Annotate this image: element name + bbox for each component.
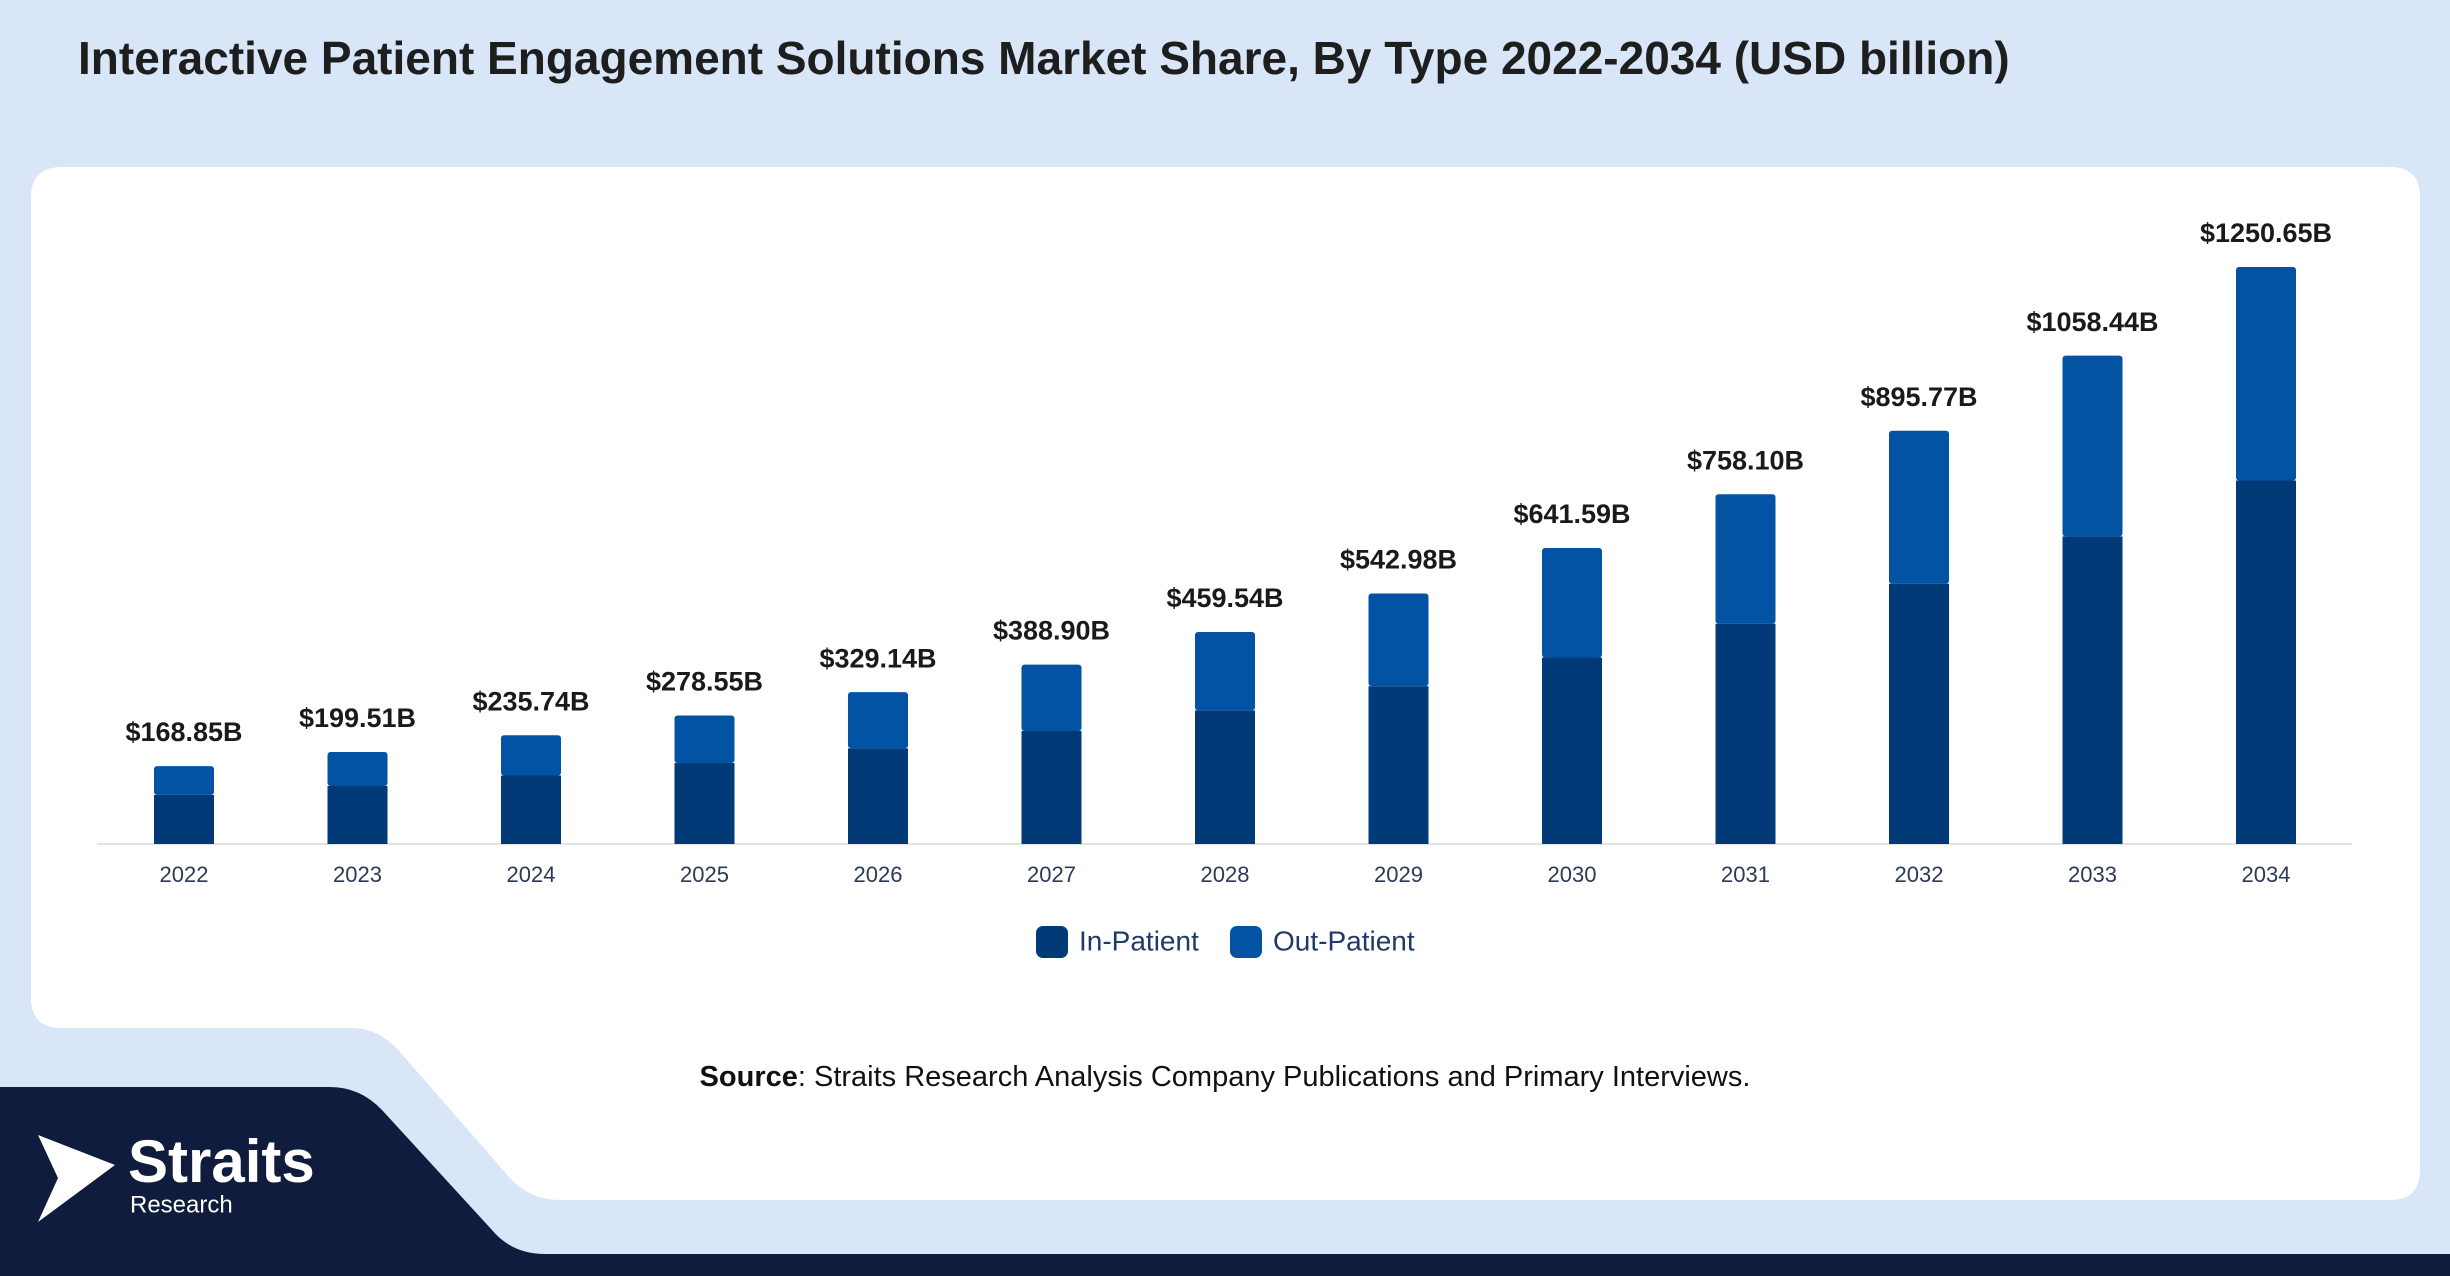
total-label: $758.10B xyxy=(1687,445,1804,475)
total-label: $388.90B xyxy=(993,616,1110,646)
bar-segment xyxy=(154,766,214,795)
bar-segment xyxy=(1021,730,1082,844)
bar-segment xyxy=(674,763,735,844)
bar-segment xyxy=(2236,267,2296,481)
x-tick-label: 2031 xyxy=(1721,862,1770,887)
source-text: : Straits Research Analysis Company Publ… xyxy=(798,1061,1751,1093)
bar-segment xyxy=(1889,583,1949,844)
x-tick-label: 2028 xyxy=(1201,862,1250,887)
bar-segment xyxy=(2236,480,2296,844)
total-label: $1058.44B xyxy=(2026,307,2158,337)
source-label: Source xyxy=(700,1061,798,1093)
bar-segment xyxy=(1542,657,1602,844)
total-label: $278.55B xyxy=(646,667,763,697)
logo-sub: Research xyxy=(130,1191,233,1218)
bar-segment xyxy=(1715,623,1776,844)
bar-segment xyxy=(2062,536,2123,844)
bar-segment xyxy=(154,794,214,844)
bar-segment xyxy=(1195,631,1255,711)
total-label: $199.51B xyxy=(299,703,416,733)
total-label: $542.98B xyxy=(1340,545,1457,575)
legend-swatch xyxy=(1036,926,1068,958)
bar-segment xyxy=(501,775,561,844)
bar-segment xyxy=(848,692,908,749)
x-tick-label: 2022 xyxy=(160,862,209,887)
footer-band xyxy=(0,1087,2450,1276)
total-label: $459.54B xyxy=(1166,583,1283,613)
bar-segment xyxy=(501,735,561,776)
bar-segment xyxy=(1368,593,1429,687)
total-label: $235.74B xyxy=(472,686,589,716)
bar-segment xyxy=(327,751,388,787)
x-tick-label: 2029 xyxy=(1374,862,1423,887)
total-label: $1250.65B xyxy=(2200,218,2332,248)
bar-segment xyxy=(1542,547,1602,658)
x-tick-label: 2026 xyxy=(854,862,903,887)
bar-segment xyxy=(1368,686,1429,844)
bar-segment xyxy=(1715,494,1776,624)
x-tick-label: 2032 xyxy=(1895,862,1944,887)
total-label: $168.85B xyxy=(125,717,242,747)
legend-label: Out-Patient xyxy=(1273,925,1415,956)
total-label: $895.77B xyxy=(1860,382,1977,412)
bar-segment xyxy=(1195,710,1255,844)
bar-segment xyxy=(674,715,735,764)
x-tick-label: 2023 xyxy=(333,862,382,887)
legend-swatch xyxy=(1230,926,1262,958)
total-label: $641.59B xyxy=(1513,499,1630,529)
x-tick-label: 2025 xyxy=(680,862,729,887)
logo-name: Straits xyxy=(128,1128,315,1195)
bar-segment xyxy=(327,786,388,844)
bar-segment xyxy=(1889,430,1949,584)
x-tick-label: 2030 xyxy=(1548,862,1597,887)
bar-segment xyxy=(1021,664,1082,731)
logo-mark xyxy=(38,1135,115,1222)
total-label: $329.14B xyxy=(819,643,936,673)
legend-label: In-Patient xyxy=(1079,925,1199,956)
chart-title: Interactive Patient Engagement Solutions… xyxy=(78,32,2010,84)
bar-segment xyxy=(2062,355,2123,537)
x-tick-label: 2027 xyxy=(1027,862,1076,887)
bar-segment xyxy=(848,748,908,844)
source: Source: Straits Research Analysis Compan… xyxy=(700,1061,1751,1093)
x-tick-label: 2033 xyxy=(2068,862,2117,887)
x-tick-label: 2034 xyxy=(2242,862,2291,887)
x-tick-label: 2024 xyxy=(507,862,556,887)
